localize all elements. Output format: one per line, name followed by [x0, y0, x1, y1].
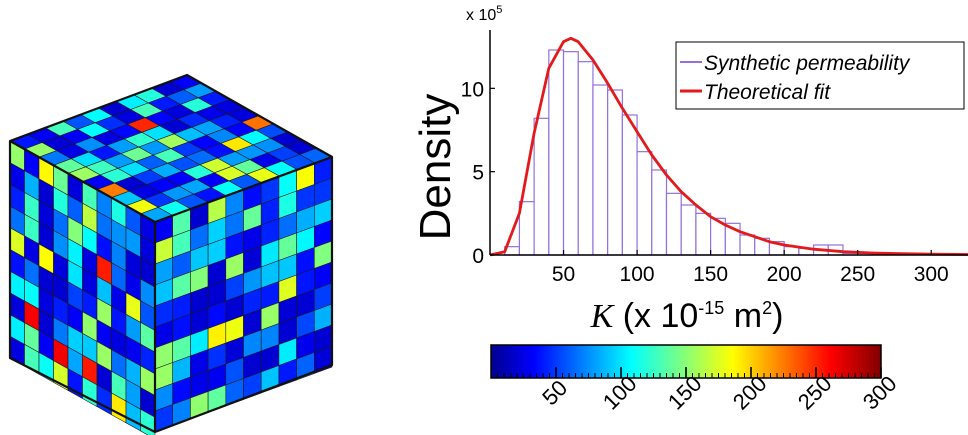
y-axis-label: Density — [411, 94, 460, 241]
histogram-bar — [636, 151, 653, 256]
histogram-bar — [577, 61, 594, 256]
x-tick-label: 150 — [693, 263, 728, 286]
histogram-bar — [680, 204, 697, 256]
histogram-bar — [621, 114, 638, 256]
histogram-bar — [665, 192, 682, 256]
histogram-plot: 50 100 150 200 250 300 0 5 10 x 105 Density K (… — [411, 4, 968, 335]
x-tick-label: 200 — [767, 263, 802, 286]
colorbar-border — [490, 344, 882, 379]
histogram-bar — [562, 51, 579, 256]
legend: Synthetic permeability Theoretical fit — [675, 41, 965, 110]
y-multiplier-label: x 105 — [466, 4, 502, 24]
histogram-bar — [695, 212, 712, 256]
y-tick-label: 0 — [472, 245, 484, 268]
histogram-bar — [518, 201, 535, 256]
histogram-bar — [607, 89, 623, 256]
x-tick-label: 300 — [914, 263, 949, 286]
cube-top-face — [9, 74, 333, 223]
x-tick-label: 250 — [840, 263, 875, 286]
histogram-bar — [739, 234, 756, 256]
y-axis-ticks: 0 5 10 — [461, 78, 495, 268]
colorbar: 50 100 150 200 250 300 — [490, 344, 902, 415]
cube-outline — [8, 73, 334, 434]
histogram-bar — [533, 117, 550, 256]
legend-label-histogram: Synthetic permeability — [704, 52, 911, 75]
theoretical-fit-line — [489, 36, 968, 257]
colorbar-tick-label: 50 — [537, 375, 572, 410]
x-tick-label: 50 — [552, 263, 575, 286]
cube-right-face — [154, 156, 333, 433]
histogram-bar — [592, 84, 609, 256]
histogram-bar — [548, 49, 565, 256]
permeability-cube — [8, 73, 334, 435]
histogram-bars — [504, 49, 874, 256]
y-tick-label: 5 — [472, 162, 484, 185]
legend-label-fit: Theoretical fit — [704, 81, 831, 104]
y-tick-label: 10 — [461, 78, 484, 101]
histogram-bar — [651, 169, 668, 256]
x-axis-label: K (x 10-15 m2) — [590, 297, 784, 335]
x-tick-label: 100 — [620, 263, 655, 286]
plot-axes — [489, 30, 968, 256]
x-axis-ticks: 50 100 150 200 250 300 — [552, 250, 949, 286]
legend-box — [675, 41, 965, 110]
